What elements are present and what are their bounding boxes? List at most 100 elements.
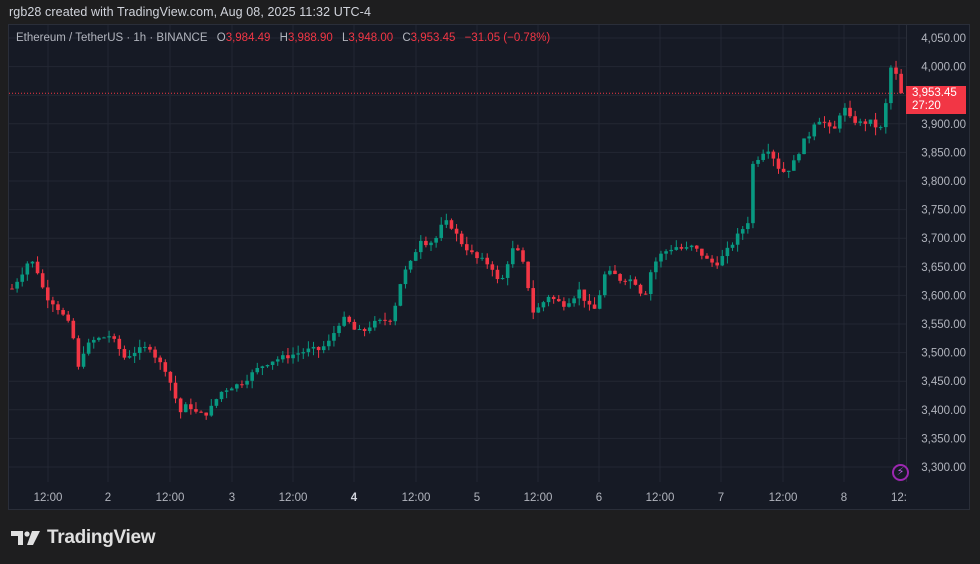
- price-axis-tick: 3,850.00: [921, 147, 966, 159]
- candle-body: [526, 261, 530, 289]
- candle-body: [505, 264, 510, 278]
- candle-body: [424, 240, 428, 246]
- candle-body: [551, 296, 556, 300]
- candle-body: [306, 348, 311, 353]
- open-value: 3,984.49: [225, 32, 271, 44]
- candle-body: [388, 320, 392, 322]
- candle-body: [495, 269, 500, 280]
- time-axis-tick: 2: [105, 492, 111, 504]
- candle-body: [756, 159, 760, 164]
- candle-body: [873, 119, 878, 128]
- candle-body: [623, 280, 627, 282]
- candle-body: [536, 307, 541, 313]
- candle-body: [592, 304, 597, 309]
- candle-body: [822, 121, 827, 123]
- price-axis-tick: 3,750.00: [921, 205, 966, 217]
- lightning-bolt-icon[interactable]: ⚡: [892, 464, 909, 481]
- candle-body: [30, 261, 35, 264]
- time-axis-tick: 3: [229, 492, 235, 504]
- time-axis-tick: 12:00: [402, 492, 431, 504]
- candle-body: [260, 366, 265, 368]
- candle-body: [771, 151, 776, 159]
- candle-body: [71, 320, 76, 339]
- candle-body: [56, 304, 60, 311]
- candle-body: [633, 279, 638, 285]
- candle-body: [337, 325, 341, 334]
- time-axis-tick: 6: [596, 492, 602, 504]
- candle-body: [868, 119, 873, 124]
- candle-body: [296, 353, 300, 355]
- candle-body: [648, 272, 653, 295]
- candle-body: [347, 316, 352, 322]
- candle-body: [357, 329, 362, 331]
- low-value: 3,948.00: [348, 32, 394, 44]
- candle-body: [51, 300, 55, 305]
- candle-body: [265, 364, 270, 367]
- candle-body: [373, 320, 377, 328]
- candle-body: [245, 380, 249, 385]
- candle-body: [153, 349, 157, 358]
- candle-body: [189, 404, 193, 410]
- symbol-legend: Ethereum / TetherUS · 1h · BINANCE O3,98…: [16, 32, 550, 44]
- candle-body: [613, 270, 617, 275]
- candle-body: [413, 252, 418, 261]
- candle-body: [362, 329, 367, 331]
- symbol-title[interactable]: Ethereum / TetherUS · 1h · BINANCE: [16, 32, 208, 44]
- low-label: L: [341, 32, 349, 44]
- candle-body: [541, 302, 546, 308]
- candle-body: [500, 277, 505, 280]
- candle-body: [567, 303, 571, 307]
- candle-body: [710, 258, 714, 263]
- time-axis-tick: 12:00: [524, 492, 553, 504]
- candle-body: [827, 122, 832, 127]
- price-axis-tick: 3,500.00: [921, 348, 966, 360]
- candle-body: [158, 357, 162, 363]
- candle-body: [255, 367, 260, 373]
- candle-body: [383, 319, 387, 321]
- candle-body: [602, 274, 607, 296]
- candle-body: [838, 115, 842, 129]
- candle-body: [408, 260, 413, 270]
- candle-body: [531, 288, 536, 313]
- candle-body: [332, 333, 336, 341]
- candle-body: [45, 287, 50, 301]
- candle-body: [490, 264, 495, 270]
- candle-body: [148, 346, 152, 350]
- candle-body: [751, 163, 755, 224]
- candle-body: [275, 359, 280, 362]
- candle-body: [848, 107, 852, 117]
- candle-body: [459, 233, 464, 245]
- candle-body: [194, 409, 198, 412]
- candle-body: [219, 391, 224, 400]
- price-axis-tick: 3,450.00: [921, 376, 966, 388]
- candle-body: [700, 248, 704, 256]
- candle-body: [127, 356, 132, 358]
- candle-body: [168, 371, 173, 383]
- candle-body: [843, 107, 847, 116]
- candle-body: [705, 255, 709, 259]
- candle-body: [321, 346, 326, 351]
- candle-body: [178, 398, 183, 413]
- candle-body: [454, 228, 459, 234]
- candle-body: [608, 270, 612, 275]
- candle-body: [684, 247, 689, 249]
- candle-body: [66, 314, 71, 321]
- candle-body: [224, 390, 229, 392]
- candle-body: [669, 249, 673, 252]
- candle-body: [10, 288, 14, 290]
- candle-body: [281, 355, 285, 360]
- tradingview-logo-icon: [11, 531, 40, 545]
- candle-body: [214, 399, 219, 406]
- candle-body: [20, 274, 25, 282]
- time-axis-tick: 8: [841, 492, 847, 504]
- candle-body: [91, 339, 96, 343]
- price-axis-tick: 3,550.00: [921, 319, 966, 331]
- candle-body: [786, 170, 791, 172]
- price-axis-tick: 3,700.00: [921, 233, 966, 245]
- candle-body: [81, 353, 86, 367]
- candle-body: [878, 127, 883, 129]
- candle-body: [659, 253, 663, 262]
- candle-body: [562, 301, 566, 307]
- candle-body: [725, 247, 730, 257]
